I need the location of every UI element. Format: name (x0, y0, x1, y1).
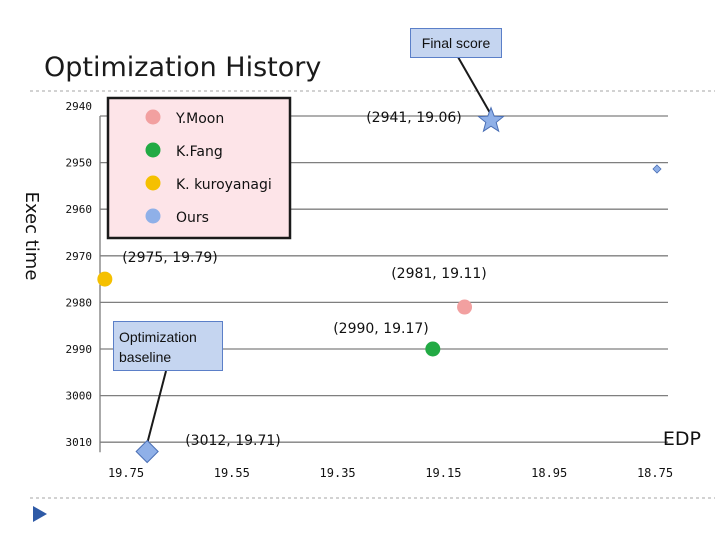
legend-label: Y.Moon (175, 111, 224, 127)
y-tick-label: 2940 (66, 100, 93, 113)
legend-marker (145, 175, 161, 191)
x-tick-label: 18.75 (637, 466, 673, 480)
data-point-star (477, 106, 505, 133)
edge-marker-icon (652, 164, 662, 174)
data-label: (2990, 19.17) (333, 321, 429, 337)
data-label: (2975, 19.79) (122, 250, 218, 266)
y-tick-label: 3000 (66, 390, 93, 403)
y-tick-label: 2960 (66, 203, 93, 216)
callout-connector (457, 56, 492, 116)
y-tick-label: 2970 (66, 250, 93, 263)
chart-title: Optimization History (44, 52, 322, 83)
x-tick-label: 19.55 (214, 466, 250, 480)
callout-connector (146, 370, 167, 444)
legend-marker (145, 109, 161, 125)
optimization-baseline-callout: Optimization baseline (113, 321, 223, 371)
data-point (425, 341, 441, 357)
data-label: (2941, 19.06) (366, 110, 462, 126)
data-label: (3012, 19.71) (185, 433, 281, 449)
y-tick-label: 3010 (66, 436, 93, 449)
data-point-diamond (135, 439, 159, 464)
x-axis-label: EDP (663, 428, 701, 450)
y-axis-label: Exec time (21, 192, 42, 281)
data-point (97, 271, 113, 287)
data-point (457, 299, 473, 315)
x-tick-label: 19.35 (320, 466, 356, 480)
x-tick-label: 18.95 (531, 466, 567, 480)
data-label: (2981, 19.11) (391, 266, 487, 282)
legend-marker (145, 208, 161, 224)
legend-box (106, 96, 292, 240)
legend-label: K.Fang (176, 144, 223, 160)
slide-bullet-icon (33, 506, 47, 522)
y-tick-label: 2980 (66, 296, 93, 309)
legend-label: Ours (176, 210, 209, 226)
legend-label: K. kuroyanagi (176, 177, 272, 193)
legend-marker (145, 142, 161, 158)
x-tick-label: 19.75 (108, 466, 144, 480)
y-tick-label: 2950 (66, 157, 93, 170)
x-tick-label: 19.15 (425, 466, 461, 480)
final-score-callout: Final score (410, 28, 502, 58)
y-tick-label: 2990 (66, 343, 93, 356)
